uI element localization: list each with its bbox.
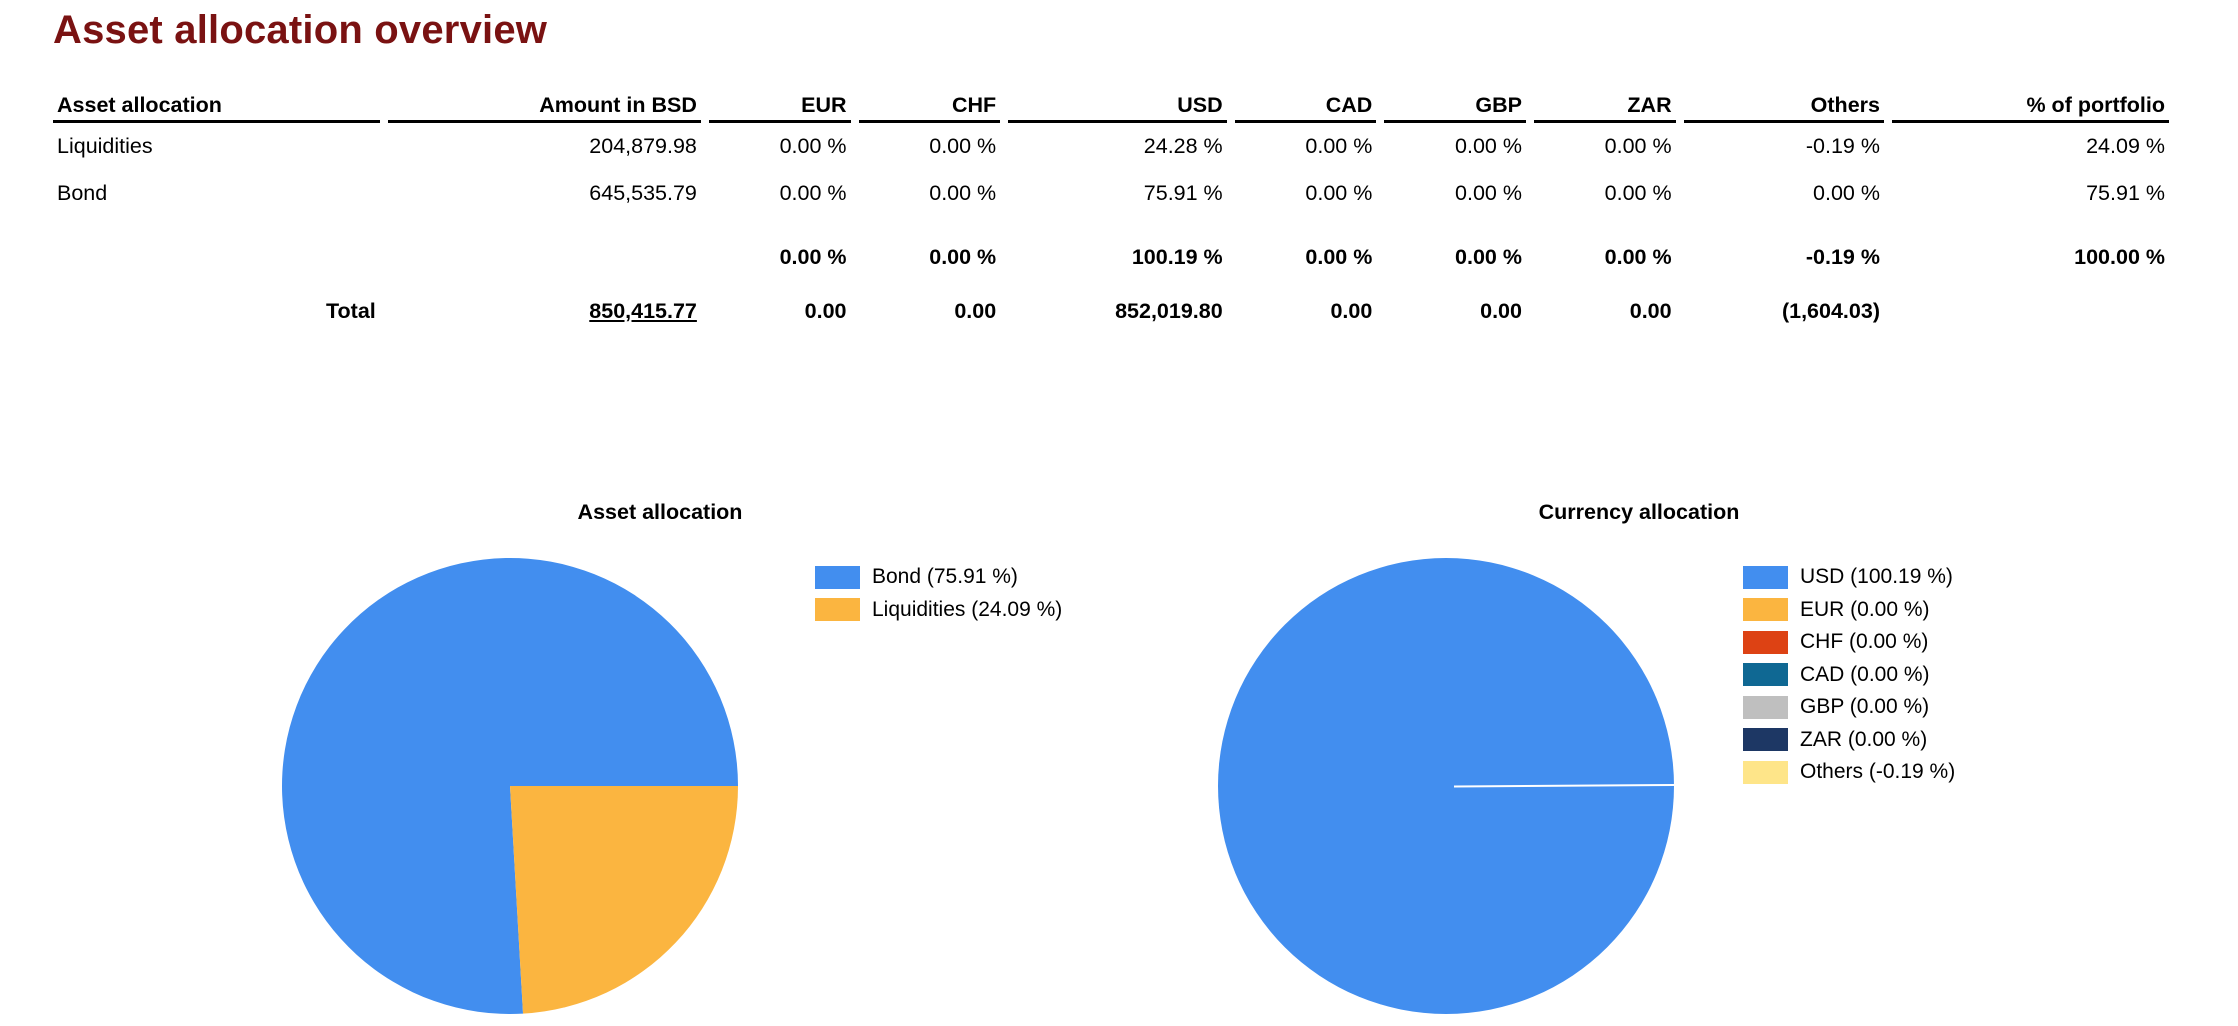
table-cell: 204,879.98 xyxy=(589,134,697,158)
table-cell: 100.19 % xyxy=(1131,244,1223,269)
table-cell: 0.00 xyxy=(1629,298,1672,323)
table-cell: 24.09 % xyxy=(2086,134,2165,158)
legend-label: Bond (75.91 %) xyxy=(872,565,1018,589)
asset-allocation-chart-title: Asset allocation xyxy=(577,500,743,524)
table-cell: 0.00 % xyxy=(1455,181,1522,205)
table-cell: 852,019.80 xyxy=(1115,298,1223,323)
legend-item-others: Others (-0.19 %) xyxy=(1743,756,1955,789)
legend-swatch xyxy=(815,598,860,622)
table-row: Bond 645,535.79 0.00 % 0.00 % 75.91 % 0.… xyxy=(53,170,2169,217)
table-cell: 0.00 xyxy=(1330,298,1373,323)
column-header: CAD xyxy=(1234,80,1377,123)
table-cell: 0.00 % xyxy=(779,181,847,205)
legend-item-usd: USD (100.19 %) xyxy=(1743,561,1955,594)
table-cell: 0.00 % xyxy=(1305,134,1373,158)
column-header: Others xyxy=(1683,80,1884,123)
total-amount: 850,415.77 xyxy=(589,298,697,323)
column-header: ZAR xyxy=(1533,80,1676,123)
pie-slice-liquidities xyxy=(510,786,738,1014)
column-header: Asset allocation xyxy=(53,80,380,123)
currency-allocation-pie xyxy=(1218,558,1675,1014)
pie-slice-separator xyxy=(1453,784,1675,788)
pie-slice-usd xyxy=(1218,558,1674,1014)
legend-label: Liquidities (24.09 %) xyxy=(872,597,1063,621)
table-cell xyxy=(388,217,701,289)
table-cell: 0.00 % xyxy=(1305,181,1373,205)
legend-label: GBP (0.00 %) xyxy=(1800,695,1930,719)
table-cell: 75.91 % xyxy=(1143,181,1223,205)
asset-allocation-legend: Bond (75.91 %) Liquidities (24.09 %) xyxy=(815,561,1062,626)
table-cell: Bond xyxy=(57,181,108,205)
legend-swatch xyxy=(1743,565,1788,589)
legend-item-liquidities: Liquidities (24.09 %) xyxy=(815,594,1062,627)
table-cell: 0.00 % xyxy=(929,134,997,158)
table-cell: 0.00 xyxy=(954,298,997,323)
table-cell: 0.00 % xyxy=(1305,244,1373,269)
table-cell xyxy=(1892,289,2169,333)
table-cell: 75.91 % xyxy=(2086,181,2165,205)
legend-swatch xyxy=(1743,695,1788,719)
legend-swatch xyxy=(1743,728,1788,752)
table-cell: 0.00 % xyxy=(1604,181,1672,205)
legend-swatch xyxy=(815,565,860,589)
legend-label: Others (-0.19 %) xyxy=(1800,760,1956,784)
legend-item-zar: ZAR (0.00 %) xyxy=(1743,724,1955,757)
asset-allocation-pie xyxy=(282,558,738,1014)
table-cell xyxy=(53,217,380,289)
table-cell: 100.00 % xyxy=(2074,244,2165,269)
legend-item-gbp: GBP (0.00 %) xyxy=(1743,691,1955,724)
table-cell: 0.00 xyxy=(804,298,847,323)
table-cell: 0.00 % xyxy=(779,244,847,269)
legend-label: USD (100.19 %) xyxy=(1800,565,1953,589)
column-header: USD xyxy=(1008,80,1227,123)
legend-swatch xyxy=(1743,598,1788,622)
column-header: EUR xyxy=(708,80,851,123)
asset-allocation-table: Asset allocation Amount in BSD EUR CHF U… xyxy=(45,80,2177,333)
percent-totals-row: 0.00 % 0.00 % 100.19 % 0.00 % 0.00 % 0.0… xyxy=(53,217,2169,289)
currency-allocation-chart-title: Currency allocation xyxy=(1538,500,1740,524)
column-header: Amount in BSD xyxy=(387,80,701,123)
table-cell: 0.00 % xyxy=(1604,134,1672,158)
total-label: Total xyxy=(326,298,376,323)
legend-item-chf: CHF (0.00 %) xyxy=(1743,626,1955,659)
table-cell: -0.19 % xyxy=(1805,134,1880,158)
table-cell: -0.19 % xyxy=(1805,244,1880,269)
table-row: Liquidities 204,879.98 0.00 % 0.00 % 24.… xyxy=(53,123,2169,170)
legend-item-bond: Bond (75.91 %) xyxy=(815,561,1062,594)
legend-swatch xyxy=(1743,630,1788,654)
legend-swatch xyxy=(1743,760,1788,784)
table-cell: (1,604.03) xyxy=(1781,298,1880,323)
currency-allocation-legend: USD (100.19 %) EUR (0.00 %) CHF (0.00 %) CA… xyxy=(1743,561,1955,789)
legend-label: CAD (0.00 %) xyxy=(1800,662,1930,686)
table-cell: 0.00 % xyxy=(779,134,847,158)
totals-row: Total 850,415.77 0.00 0.00 852,019.80 0.… xyxy=(53,289,2169,333)
legend-label: CHF (0.00 %) xyxy=(1800,630,1929,654)
table-cell: Liquidities xyxy=(57,134,153,158)
table-cell: 24.28 % xyxy=(1143,134,1223,158)
table-cell: 645,535.79 xyxy=(589,181,697,205)
table-header-row: Asset allocation Amount in BSD EUR CHF U… xyxy=(53,80,2169,123)
table-cell: 0.00 xyxy=(1480,298,1522,323)
column-header: % of portfolio xyxy=(1891,80,2169,123)
column-header: GBP xyxy=(1384,80,1526,123)
table-cell: 0.00 % xyxy=(1455,244,1522,269)
table-cell: 0.00 % xyxy=(1455,134,1522,158)
legend-swatch xyxy=(1743,663,1788,687)
legend-label: ZAR (0.00 %) xyxy=(1800,727,1928,751)
legend-label: EUR (0.00 %) xyxy=(1800,597,1930,621)
legend-item-cad: CAD (0.00 %) xyxy=(1743,659,1955,692)
page-title: Asset allocation overview xyxy=(53,8,548,52)
table-cell: 0.00 % xyxy=(1604,244,1672,269)
table-cell: 0.00 % xyxy=(1813,181,1880,205)
legend-item-eur: EUR (0.00 %) xyxy=(1743,594,1955,627)
table-cell: 0.00 % xyxy=(929,244,997,269)
column-header: CHF xyxy=(858,80,1001,123)
table-cell: 0.00 % xyxy=(929,181,997,205)
